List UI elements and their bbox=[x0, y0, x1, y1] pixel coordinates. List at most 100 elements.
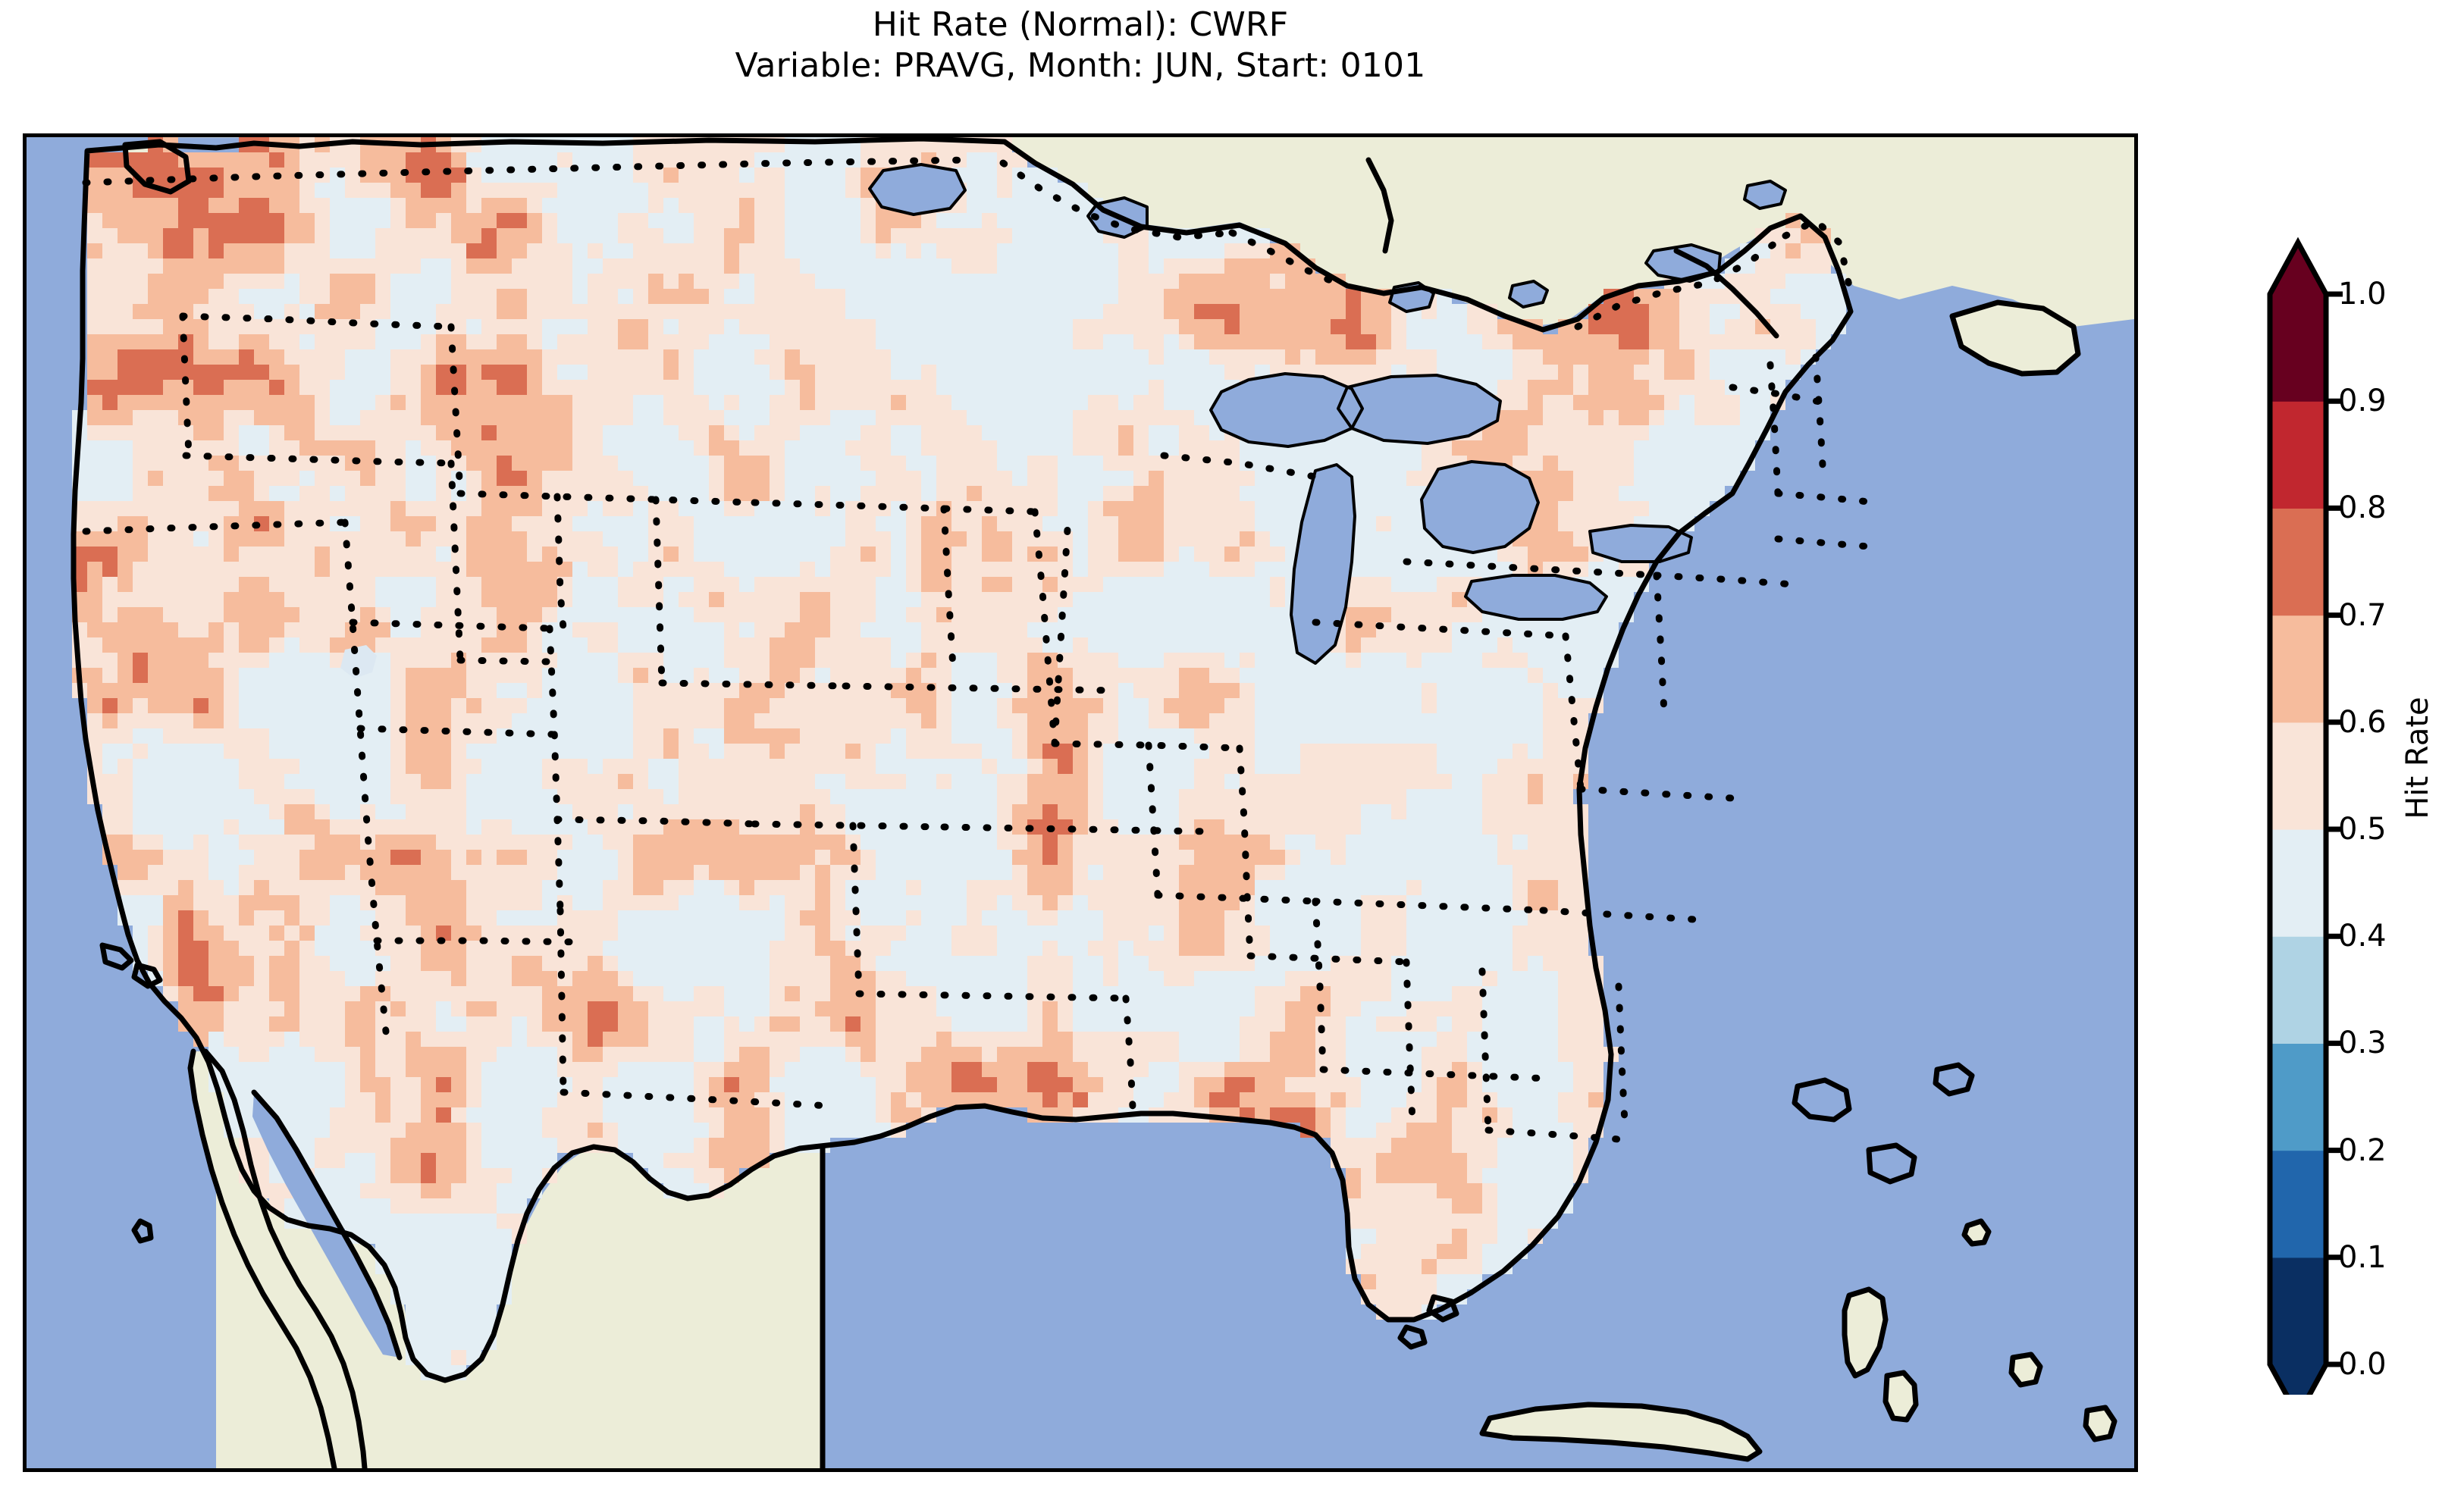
grid-cell-0.5-0.6 bbox=[224, 425, 239, 440]
grid-cell-0.6-0.7 bbox=[481, 501, 542, 516]
grid-cell-0.4-0.5 bbox=[1346, 1047, 1422, 1062]
grid-cell-0.4-0.5 bbox=[1270, 926, 1361, 941]
grid-cell-0.4-0.5 bbox=[876, 516, 906, 531]
grid-cell-0.4-0.5 bbox=[815, 562, 830, 577]
border-oh-wv bbox=[1312, 619, 1569, 640]
grid-cell-0.5-0.6 bbox=[1103, 1077, 1133, 1092]
grid-cell-0.4-0.5 bbox=[1255, 683, 1422, 698]
grid-cell-0.6-0.7 bbox=[406, 1047, 466, 1062]
grid-cell-0.4-0.5 bbox=[1073, 562, 1088, 577]
grid-cell-0.5-0.6 bbox=[330, 547, 436, 562]
grid-cell-0.6-0.7 bbox=[87, 577, 102, 592]
grid-cell-0.4-0.5 bbox=[754, 501, 815, 516]
grid-cell-0.5-0.6 bbox=[603, 759, 648, 774]
grid-cell-0.4-0.5 bbox=[390, 274, 451, 289]
grid-cell-0.4-0.5 bbox=[118, 895, 163, 910]
grid-cell-0.5-0.6 bbox=[1467, 1077, 1482, 1092]
grid-cell-0.6-0.7 bbox=[1664, 349, 1694, 365]
grid-cell-0.5-0.6 bbox=[421, 531, 466, 547]
grid-cell-0.5-0.6 bbox=[148, 926, 163, 941]
grid-cell-0.4-0.5 bbox=[1497, 1198, 1573, 1214]
grid-cell-0.6-0.7 bbox=[163, 910, 178, 926]
grid-cell-0.4-0.5 bbox=[876, 759, 982, 774]
grid-cell-0.7-0.8 bbox=[133, 653, 148, 668]
grid-cell-0.4-0.5 bbox=[1710, 365, 1801, 380]
grid-cell-0.6-0.7 bbox=[87, 698, 102, 713]
colorbar-tick-label-0.4: 0.4 bbox=[2338, 919, 2387, 954]
grid-cell-0.7-0.8 bbox=[481, 228, 497, 243]
grid-cell-0.5-0.6 bbox=[1012, 531, 1073, 547]
grid-cell-0.5-0.6 bbox=[542, 956, 588, 971]
grid-cell-0.7-0.8 bbox=[208, 243, 224, 258]
grid-cell-0.4-0.5 bbox=[1482, 1062, 1573, 1077]
grid-cell-0.4-0.5 bbox=[679, 895, 739, 910]
grid-cell-0.6-0.7 bbox=[663, 168, 679, 183]
grid-cell-0.5-0.6 bbox=[315, 471, 360, 486]
grid-cell-0.5-0.6 bbox=[1224, 243, 1270, 258]
grid-cell-0.5-0.6 bbox=[906, 531, 921, 547]
grid-cell-0.5-0.6 bbox=[618, 850, 633, 865]
grid-cell-0.5-0.6 bbox=[845, 774, 906, 789]
grid-cell-0.5-0.6 bbox=[785, 683, 891, 698]
grid-cell-0.5-0.6 bbox=[1224, 698, 1255, 713]
grid-cell-0.5-0.6 bbox=[102, 607, 118, 622]
grid-cell-0.5-0.6 bbox=[1603, 410, 1619, 425]
grid-cell-0.4-0.5 bbox=[572, 562, 588, 577]
grid-cell-0.5-0.6 bbox=[269, 577, 375, 592]
grid-cell-0.6-0.7 bbox=[360, 1047, 375, 1062]
grid-cell-0.6-0.7 bbox=[481, 471, 497, 486]
grid-cell-0.6-0.7 bbox=[1164, 289, 1346, 304]
conus-coastline bbox=[71, 137, 1854, 1383]
grid-cell-0.5-0.6 bbox=[906, 744, 982, 759]
grid-cell-0.5-0.6 bbox=[451, 1183, 497, 1198]
grid-cell-0.5-0.6 bbox=[512, 516, 572, 531]
colorbar-tick-label-0.1: 0.1 bbox=[2338, 1239, 2387, 1275]
grid-cell-0.5-0.6 bbox=[1376, 516, 1391, 531]
grid-cell-0.4-0.5 bbox=[1058, 471, 1133, 486]
grid-cell-0.5-0.6 bbox=[451, 774, 466, 789]
grid-cell-0.6-0.7 bbox=[1346, 1168, 1361, 1183]
grid-cell-0.4-0.5 bbox=[588, 759, 603, 774]
grid-cell-0.4-0.5 bbox=[239, 698, 390, 713]
grid-cell-0.5-0.6 bbox=[466, 486, 481, 501]
grid-cell-0.5-0.6 bbox=[72, 653, 118, 668]
grid-cell-0.5-0.6 bbox=[269, 880, 375, 895]
grid-cell-0.5-0.6 bbox=[1437, 1259, 1482, 1274]
grid-cell-0.5-0.6 bbox=[542, 471, 633, 486]
grid-cell-0.5-0.6 bbox=[1346, 1092, 1361, 1107]
grid-cell-0.6-0.7 bbox=[1027, 728, 1088, 744]
grid-cell-0.5-0.6 bbox=[997, 698, 1012, 713]
grid-cell-0.6-0.7 bbox=[118, 395, 315, 410]
grid-cell-0.4-0.5 bbox=[1073, 971, 1103, 986]
grid-cell-0.4-0.5 bbox=[1649, 425, 1770, 440]
grid-cell-0.5-0.6 bbox=[466, 1123, 481, 1138]
grid-cell-0.6-0.7 bbox=[163, 895, 193, 910]
grid-cell-0.4-0.5 bbox=[694, 349, 754, 365]
grid-cell-0.6-0.7 bbox=[861, 1016, 876, 1032]
grid-cell-0.7-0.8 bbox=[1209, 1092, 1240, 1107]
grid-cell-0.7-0.8 bbox=[1588, 319, 1649, 334]
grid-cell-0.5-0.6 bbox=[1315, 835, 1346, 850]
grid-cell-0.4-0.5 bbox=[1497, 1214, 1558, 1229]
border-il-in bbox=[1236, 744, 1254, 960]
grid-cell-0.4-0.5 bbox=[633, 971, 770, 986]
grid-cell-0.4-0.5 bbox=[466, 789, 557, 804]
grid-cell-0.4-0.5 bbox=[830, 486, 861, 501]
lake-huron bbox=[1422, 462, 1538, 553]
grid-cell-0.5-0.6 bbox=[375, 1047, 406, 1062]
grid-cell-0.4-0.5 bbox=[208, 850, 254, 865]
grid-cell-0.4-0.5 bbox=[724, 410, 770, 425]
grid-cell-0.5-0.6 bbox=[542, 228, 557, 243]
grid-cell-0.6-0.7 bbox=[148, 243, 163, 258]
grid-cell-0.5-0.6 bbox=[861, 198, 876, 213]
grid-cell-0.5-0.6 bbox=[102, 577, 118, 592]
grid-cell-0.4-0.5 bbox=[1149, 258, 1164, 274]
grid-cell-0.5-0.6 bbox=[497, 1001, 542, 1016]
grid-cell-0.4-0.5 bbox=[1452, 622, 1619, 637]
grid-cell-0.5-0.6 bbox=[724, 592, 800, 607]
grid-cell-0.5-0.6 bbox=[148, 941, 163, 956]
grid-cell-0.5-0.6 bbox=[724, 425, 739, 440]
grid-cell-0.5-0.6 bbox=[390, 1092, 421, 1107]
bahama-coastline-7 bbox=[1866, 1142, 1917, 1185]
grid-cell-0.4-0.5 bbox=[815, 668, 830, 683]
